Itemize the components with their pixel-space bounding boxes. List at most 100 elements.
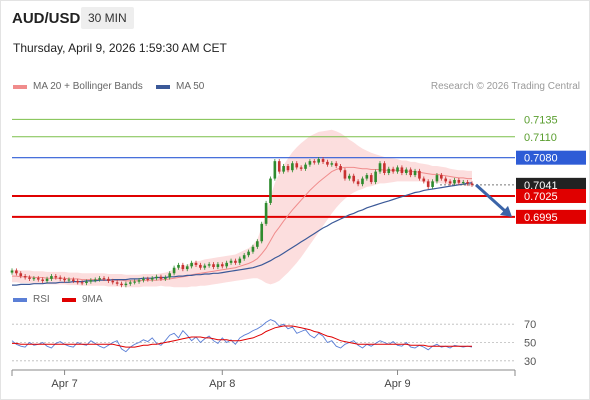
level-label-0.7110: 0.7110 — [524, 132, 557, 144]
candle-body — [457, 179, 461, 183]
candle-body — [172, 267, 176, 274]
candle-body — [295, 163, 299, 168]
x-tick-label: Apr 7 — [51, 378, 77, 390]
level-label-0.6995: 0.6995 — [524, 212, 558, 224]
candle-body — [339, 166, 342, 171]
candle-body — [115, 282, 119, 284]
bollinger-band — [12, 129, 472, 288]
candle-body — [207, 264, 211, 266]
candle-body — [107, 278, 110, 281]
candle-body — [212, 264, 215, 268]
candle-body — [54, 276, 58, 278]
candle-body — [194, 262, 198, 265]
candle-body — [15, 270, 18, 274]
candle-body — [286, 166, 290, 171]
ma50-swatch — [156, 84, 170, 89]
candle-body — [181, 264, 185, 270]
candle-body — [431, 181, 434, 187]
candle-body — [238, 258, 242, 263]
ma20-swatch — [13, 84, 27, 89]
candle-body — [58, 277, 62, 279]
candle-body — [404, 169, 408, 173]
candle-body — [98, 278, 101, 280]
candle-body — [76, 280, 80, 283]
candle-body — [10, 270, 14, 273]
candle-body — [299, 167, 303, 169]
candle-body — [190, 262, 193, 267]
candle-body — [343, 170, 347, 179]
ma20-line — [12, 166, 472, 282]
candle-body — [282, 166, 285, 172]
candle-body — [326, 161, 329, 165]
candle-body — [85, 281, 88, 284]
candle-body — [234, 260, 237, 263]
x-tick-label: Apr 9 — [384, 378, 410, 390]
candle-body — [400, 167, 404, 173]
candle-body — [334, 163, 338, 167]
legend-ma20-label: MA 20 + Bollinger Bands — [33, 81, 143, 92]
candle-body — [23, 276, 27, 278]
candle-body — [321, 159, 325, 162]
candle-body — [308, 161, 312, 165]
candle-body — [260, 223, 264, 242]
candle-body — [251, 246, 255, 252]
candle-body — [440, 175, 443, 179]
candle-body — [470, 183, 474, 185]
candle-body — [220, 264, 224, 267]
candle-body — [352, 175, 356, 182]
candle-body — [273, 161, 277, 179]
candle-body — [461, 182, 465, 184]
candle-body — [225, 262, 228, 267]
candle-body — [387, 168, 391, 173]
legend-ma50-label: MA 50 — [176, 81, 205, 92]
rsi-tick-70: 70 — [524, 319, 536, 331]
level-tag-0.7041 — [516, 177, 586, 192]
candle-body — [374, 171, 377, 183]
candle-body — [383, 163, 386, 173]
candle-body — [124, 283, 128, 286]
candle-body — [185, 266, 189, 270]
rsi-ma-line — [12, 325, 472, 348]
legend-rsi: RSI — [13, 294, 50, 305]
candle-body — [199, 264, 202, 268]
level-label-0.7025: 0.7025 — [524, 191, 558, 203]
level-label-0.7041: 0.7041 — [524, 180, 558, 192]
candle-body — [453, 179, 456, 184]
legend-ma20: MA 20 + Bollinger Bands — [13, 81, 143, 92]
candle-body — [361, 178, 364, 185]
timeframe-badge[interactable]: 30 MIN — [81, 7, 134, 29]
candle-body — [391, 168, 395, 172]
candle-body — [45, 278, 49, 281]
candle-body — [448, 181, 452, 184]
candle-body — [72, 279, 75, 281]
candle-body — [50, 276, 53, 279]
candle-body — [378, 163, 382, 172]
level-tag-0.7025 — [516, 188, 586, 203]
candle-body — [63, 278, 66, 281]
level-label-0.7135: 0.7135 — [524, 114, 558, 126]
candle-body — [28, 277, 31, 279]
candle-body — [444, 178, 448, 182]
candle-body — [229, 260, 233, 263]
projection-arrow — [474, 183, 508, 213]
candle-body — [242, 255, 246, 259]
level-label-0.7080: 0.7080 — [524, 153, 558, 165]
rsi-line — [11, 319, 473, 353]
x-tick-label: Apr 8 — [209, 378, 235, 390]
candle-body — [19, 273, 23, 277]
pair-title: AUD/USD — [12, 10, 81, 27]
candle-body — [247, 251, 250, 256]
candle-body — [150, 278, 154, 280]
level-tag-0.7080 — [516, 150, 586, 165]
candle-body — [435, 175, 439, 182]
credit-text: Research © 2026 Trading Central — [430, 81, 580, 92]
candle-body — [137, 280, 141, 282]
candle-body — [269, 178, 272, 203]
candle-body — [426, 181, 430, 187]
legend-9ma-label: 9MA — [82, 294, 103, 305]
candle-body — [142, 278, 145, 281]
candle-body — [203, 265, 207, 268]
candle-body — [413, 170, 417, 176]
candle-body — [41, 279, 44, 281]
